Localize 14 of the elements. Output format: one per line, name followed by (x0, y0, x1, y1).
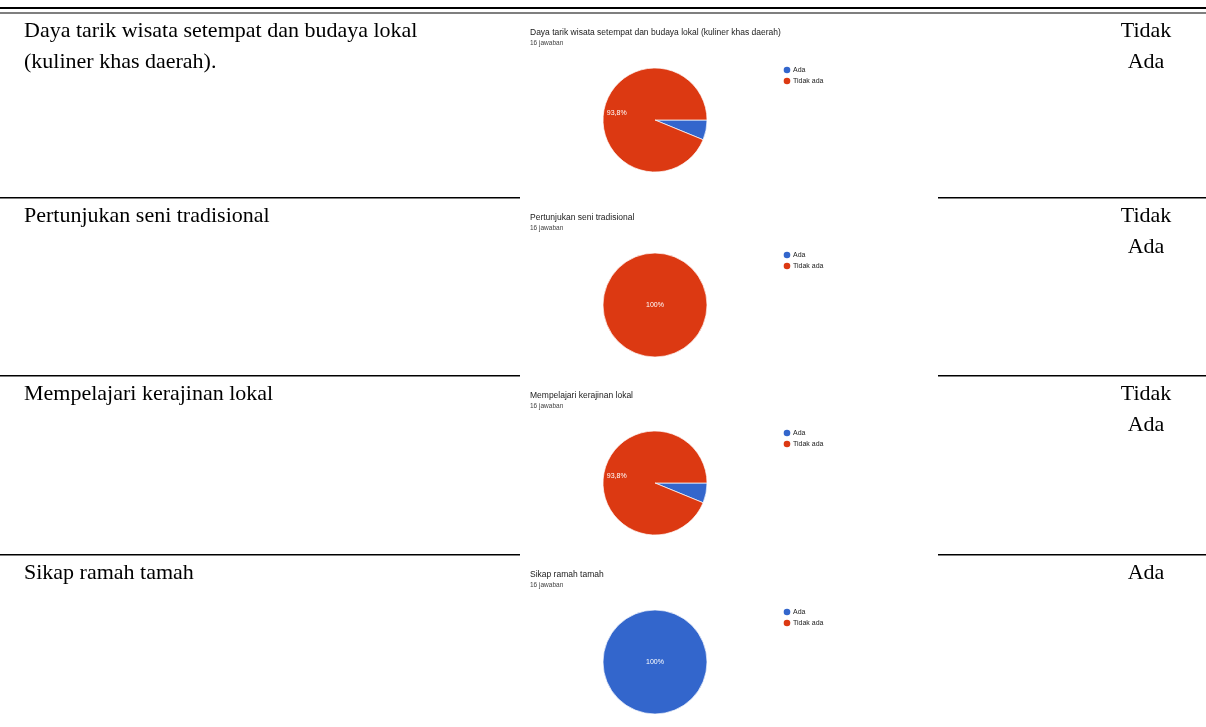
text: Pertunjukan seni tradisional (24, 202, 270, 227)
chart-title: Mempelajari kerajinan lokal (530, 390, 634, 400)
chart-title: Sikap ramah tamah (530, 569, 604, 579)
text: Tidak Ada (1120, 17, 1172, 73)
text: Mempelajari kerajinan lokal (24, 380, 274, 405)
chart-title: Pertunjukan seni tradisional (530, 212, 635, 222)
text: Ada (1127, 559, 1165, 584)
pie-slice (602, 67, 708, 173)
text: Tidak Ada (1120, 202, 1172, 258)
text: Sikap ramah tamah (24, 559, 194, 584)
chart-title: Daya tarik wisata setempat dan budaya lokal (kuliner khas daerah) (530, 27, 782, 37)
pie-slice (602, 430, 708, 536)
text: Tidak Ada (1120, 380, 1172, 436)
text: Daya tarik wisata setempat dan budaya lokal (kuliner khas daerah). (24, 17, 418, 73)
